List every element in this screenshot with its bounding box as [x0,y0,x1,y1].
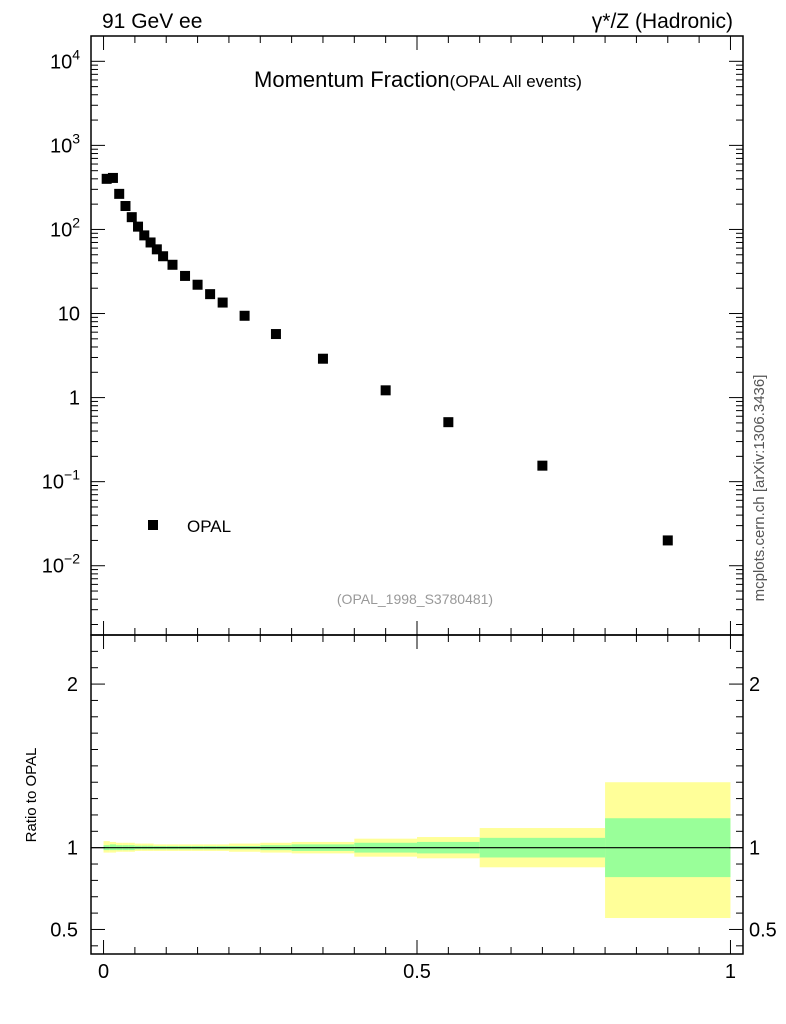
data-point [317,353,328,364]
header-left: 91 GeV ee [102,10,202,33]
y-tick-label: 104 [50,46,80,73]
y-tick-label: 102 [50,214,80,241]
header-right: γ*/Z (Hadronic) [592,10,733,33]
data-point [180,270,191,281]
legend-marker [148,520,158,530]
data-point [167,259,178,270]
chart-title-group: Momentum Fraction(OPAL All events) [254,67,582,92]
data-point [114,188,125,199]
ratio-y-tick-label-right: 1 [749,838,760,860]
y-tick-label: 10 [58,304,80,326]
data-point [139,230,150,241]
data-point [270,329,281,340]
data-point [101,173,112,184]
y-tick-label: 1 [69,388,80,410]
chart-subtitle: (OPAL All events) [450,72,582,91]
data-point [205,289,216,300]
ratio-ylabel: Ratio to OPAL [23,748,40,843]
data-point [192,279,203,290]
data-point [126,212,137,223]
data-point [120,201,131,212]
data-point [537,460,548,471]
data-point [239,310,250,321]
data-point [107,172,118,183]
y-tick-label: 10−2 [42,551,80,578]
chart-title: Momentum Fraction [254,67,450,92]
ratio-y-tick-label-right: 2 [749,674,760,696]
analysis-reference: (OPAL_1998_S3780481) [337,591,493,607]
data-point [443,417,454,428]
x-tick-label: 1 [725,961,736,983]
x-tick-label: 0 [98,961,109,983]
main-panel-frame [90,35,744,636]
ratio-y-tick-label: 2 [67,674,78,696]
side-watermark: mcplots.cern.ch [arXiv:1306.3436] [751,375,768,602]
ratio-y-tick-label: 1 [67,838,78,860]
ratio-bands [103,782,731,919]
y-tick-label: 103 [50,130,80,157]
data-points [101,172,673,546]
axis-ticks [91,35,743,954]
y-tick-label: 10−1 [42,467,80,494]
data-point [662,535,673,546]
data-point [380,385,391,396]
legend-label: OPAL [187,517,231,536]
data-point [217,297,228,308]
data-point [151,244,162,255]
ratio-y-tick-label: 0.5 [50,919,78,941]
data-point [145,237,156,248]
data-point [133,221,144,232]
ratio-y-tick-label-right: 0.5 [749,919,777,941]
data-point [158,251,169,262]
x-tick-label: 0.5 [403,961,431,983]
